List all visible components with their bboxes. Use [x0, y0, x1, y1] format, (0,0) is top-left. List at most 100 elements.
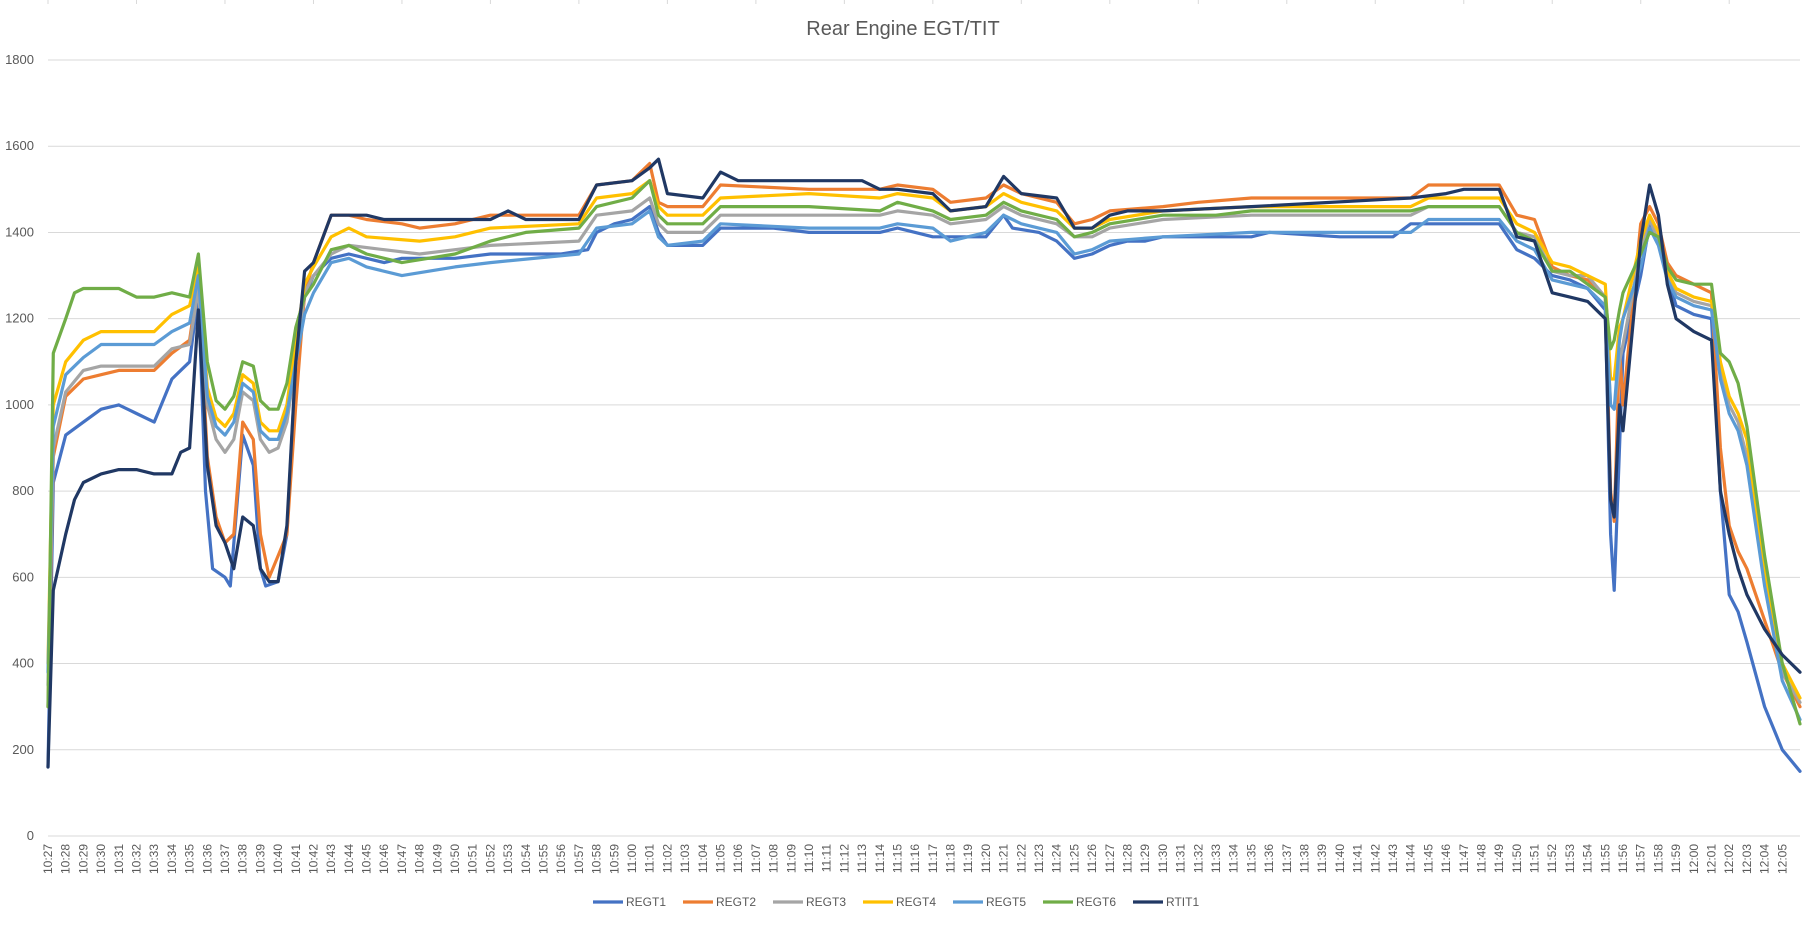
- x-tick-label: 11:33: [1209, 844, 1223, 873]
- x-tick-label: 11:54: [1581, 844, 1595, 873]
- x-tick-label: 11:40: [1333, 844, 1347, 873]
- x-tick-label: 11:09: [784, 844, 798, 873]
- x-tick-label: 10:43: [324, 844, 338, 874]
- x-tick-label: 11:21: [997, 844, 1011, 873]
- x-tick-label: 11:06: [731, 844, 745, 873]
- x-tick-label: 12:05: [1775, 844, 1789, 874]
- y-tick-label: 1200: [5, 311, 34, 326]
- x-tick-label: 11:50: [1510, 844, 1524, 873]
- x-tick-label: 12:00: [1687, 844, 1701, 874]
- x-tick-label: 11:10: [802, 844, 816, 873]
- x-tick-label: 11:58: [1651, 844, 1665, 873]
- y-tick-label: 800: [12, 483, 34, 498]
- x-tick-label: 11:08: [767, 844, 781, 873]
- x-tick-label: 11:19: [961, 844, 975, 873]
- x-tick-label: 11:16: [908, 844, 922, 873]
- x-tick-label: 10:34: [165, 844, 179, 874]
- chart-title: Rear Engine EGT/TIT: [806, 18, 999, 40]
- x-tick-label: 10:47: [395, 844, 409, 874]
- x-tick-label: 11:35: [1244, 844, 1258, 873]
- series-line-rtit1: [46, 157, 1802, 769]
- x-tick-label: 10:56: [554, 844, 568, 874]
- x-tick-label: 11:20: [979, 844, 993, 873]
- x-tick-label: 11:56: [1616, 844, 1630, 873]
- x-tick-label: 10:29: [76, 844, 90, 874]
- x-tick-label: 11:32: [1191, 844, 1205, 873]
- x-tick-label: 10:33: [147, 844, 161, 874]
- x-tick-label: 11:52: [1545, 844, 1559, 873]
- legend-label: REGT6: [1076, 895, 1116, 909]
- x-tick-label: 11:30: [1156, 844, 1170, 873]
- legend-label: REGT2: [716, 895, 756, 909]
- x-tick-label: 11:37: [1280, 844, 1294, 873]
- x-tick-label: 10:51: [466, 844, 480, 874]
- x-tick-label: 12:04: [1758, 844, 1772, 874]
- x-tick-label: 11:29: [1138, 844, 1152, 873]
- x-tick-label: 10:54: [519, 844, 533, 874]
- series-line-regt1: [46, 205, 1802, 773]
- x-tick-label: 11:13: [855, 844, 869, 873]
- x-tick-label: 11:51: [1528, 844, 1542, 873]
- y-tick-label: 1000: [5, 397, 34, 412]
- x-tick-label: 11:27: [1103, 844, 1117, 873]
- x-tick-label: 10:31: [112, 844, 126, 874]
- legend-item-rtit1: RTIT1: [1133, 895, 1199, 909]
- x-tick-label: 12:01: [1705, 844, 1719, 874]
- y-tick-label: 200: [12, 742, 34, 757]
- x-tick-label: 10:35: [183, 844, 197, 874]
- series-line-regt4: [46, 179, 1802, 700]
- x-tick-label: 11:25: [1067, 844, 1081, 873]
- x-tick-label: 10:28: [59, 844, 73, 874]
- x-tick-label: 10:46: [377, 844, 391, 874]
- y-axis-labels: 0 200 400 600 800 1000 1200 1400 1600 1800: [5, 52, 34, 843]
- x-tick-label: 11:57: [1634, 844, 1648, 873]
- x-tick-label: 11:24: [1050, 844, 1064, 873]
- x-tick-label: 11:36: [1262, 844, 1276, 873]
- legend-item-regt4: REGT4: [863, 895, 936, 909]
- x-tick-label: 11:55: [1598, 844, 1612, 873]
- x-tick-label: 11:15: [890, 844, 904, 873]
- x-tick-label: 12:02: [1722, 844, 1736, 874]
- x-tick-label: 11:00: [625, 844, 639, 873]
- gridlines: [47, 0, 1800, 837]
- x-tick-label: 10:32: [129, 844, 143, 874]
- x-tick-label: 11:49: [1492, 844, 1506, 873]
- legend-item-regt6: REGT6: [1043, 895, 1116, 909]
- legend-label: REGT5: [986, 895, 1026, 909]
- x-tick-label: 11:02: [660, 844, 674, 873]
- x-tick-label: 11:45: [1421, 844, 1435, 873]
- legend-label: REGT3: [806, 895, 846, 909]
- x-tick-label: 11:01: [643, 844, 657, 873]
- x-tick-label: 11:03: [678, 844, 692, 873]
- x-tick-label: 10:27: [41, 844, 55, 874]
- x-tick-label: 11:42: [1368, 844, 1382, 873]
- x-tick-label: 11:41: [1351, 844, 1365, 873]
- x-tick-label: 10:50: [448, 844, 462, 874]
- y-tick-label: 1600: [5, 138, 34, 153]
- legend: REGT1 REGT2 REGT3 REGT4 REGT5 REGT6 RTIT1: [593, 895, 1199, 909]
- x-tick-label: 11:22: [1014, 844, 1028, 873]
- x-tick-label: 11:28: [1121, 844, 1135, 873]
- x-tick-label: 11:34: [1227, 844, 1241, 873]
- x-tick-label: 11:05: [713, 844, 727, 873]
- series-line-regt3: [46, 196, 1802, 704]
- series-line-regt6: [46, 179, 1802, 726]
- x-tick-label: 11:07: [749, 844, 763, 873]
- x-tick-label: 10:45: [360, 844, 374, 874]
- x-tick-label: 10:53: [501, 844, 515, 874]
- x-tick-label: 11:44: [1404, 844, 1418, 873]
- legend-item-regt3: REGT3: [773, 895, 846, 909]
- x-tick-label: 12:03: [1740, 844, 1754, 874]
- series-line-regt5: [46, 209, 1802, 722]
- x-tick-label: 11:17: [926, 844, 940, 873]
- x-tick-label: 11:14: [873, 844, 887, 873]
- legend-item-regt2: REGT2: [683, 895, 756, 909]
- x-tick-label: 11:59: [1669, 844, 1683, 873]
- x-tick-label: 11:39: [1315, 844, 1329, 873]
- y-tick-label: 1800: [5, 52, 34, 67]
- x-tick-label: 10:42: [306, 844, 320, 874]
- x-tick-label: 10:44: [342, 844, 356, 874]
- x-tick-label: 11:48: [1474, 844, 1488, 873]
- x-tick-label: 10:40: [271, 844, 285, 874]
- x-tick-label: 11:53: [1563, 844, 1577, 873]
